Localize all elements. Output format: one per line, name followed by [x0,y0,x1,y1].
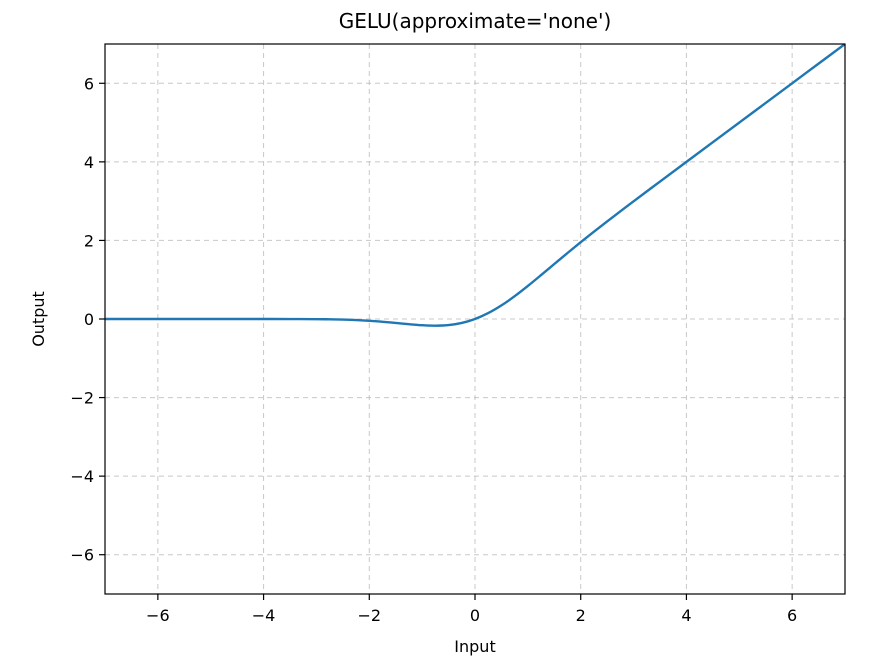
y-tick-label: 0 [84,310,94,329]
x-tick-label: −2 [357,606,381,625]
y-tick-label: 2 [84,231,94,250]
x-axis-label: Input [454,637,495,656]
y-tick-label: −2 [70,389,94,408]
y-tick-label: −6 [70,546,94,565]
y-tick-label: −4 [70,467,94,486]
gelu-series-line [105,44,845,327]
x-tick-label: −4 [252,606,276,625]
x-tick-label: 4 [681,606,691,625]
y-axis-label: Output [29,291,48,347]
x-tick-label: 0 [470,606,480,625]
y-tick-label: 6 [84,74,94,93]
x-tick-label: −6 [146,606,170,625]
x-tick-label: 6 [787,606,797,625]
x-tick-label: 2 [576,606,586,625]
chart-title: GELU(approximate='none') [339,9,612,33]
y-tick-label: 4 [84,153,94,172]
ticks: −6 −4 −2 0 2 4 6 −6 −4 −2 0 2 4 6 [70,74,797,625]
series-layer [105,44,845,327]
